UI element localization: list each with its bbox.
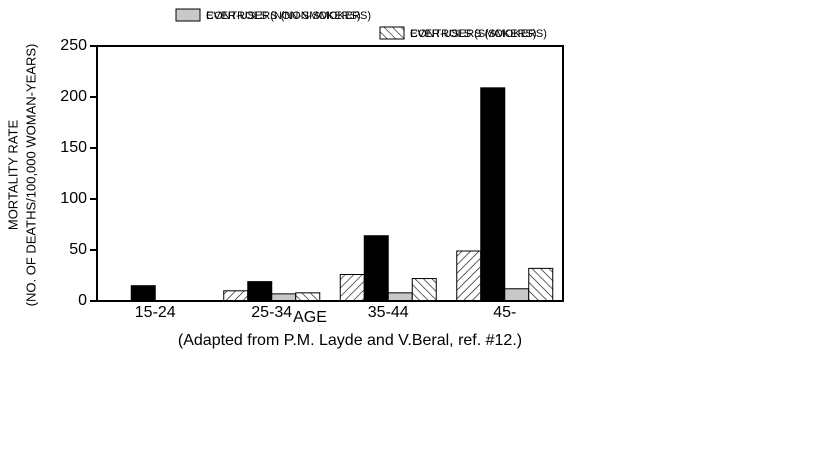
y-tick-label: 200 <box>60 88 87 105</box>
bar <box>387 292 413 302</box>
bar <box>271 293 297 302</box>
y-axis-label: (NO. OF DEATHS/100,000 WOMAN-YEARS) <box>23 44 38 307</box>
bar <box>247 281 273 302</box>
bar <box>223 290 249 302</box>
plot-frame <box>96 45 564 302</box>
bar <box>339 273 365 302</box>
bar <box>480 87 506 302</box>
legend-label: CONTROLS (SMOKERS) <box>410 28 537 40</box>
x-tick-label: 25-34 <box>251 304 292 321</box>
bar <box>130 285 156 302</box>
y-tick-label: 100 <box>60 190 87 207</box>
bar <box>528 267 554 302</box>
bar <box>295 292 321 302</box>
legend-label: EVER-USERS (NON-SMOKERS) <box>206 10 371 22</box>
y-tick-label: 0 <box>78 292 87 309</box>
x-tick-label: 15-24 <box>135 304 176 321</box>
legend-swatch <box>175 8 201 22</box>
x-tick-label: 45- <box>493 304 516 321</box>
legend-label: CONTROLS (NON-SMOKERS) <box>206 10 361 22</box>
y-tick-label: 50 <box>69 241 87 258</box>
y-tick-label: 250 <box>60 37 87 54</box>
bar <box>504 288 530 302</box>
bar <box>363 235 389 302</box>
legend-swatch <box>379 26 405 40</box>
x-axis-label: AGE <box>293 309 327 326</box>
legend-label: EVER-USERS (SMOKERS) <box>410 28 547 40</box>
x-tick-label: 35-44 <box>368 304 409 321</box>
bar <box>411 278 437 302</box>
y-tick-label: 150 <box>60 139 87 156</box>
bar <box>456 250 482 302</box>
note: (Adapted from P.M. Layde and V.Beral, re… <box>178 332 522 349</box>
y-axis-label: MORTALITY RATE <box>5 120 20 231</box>
